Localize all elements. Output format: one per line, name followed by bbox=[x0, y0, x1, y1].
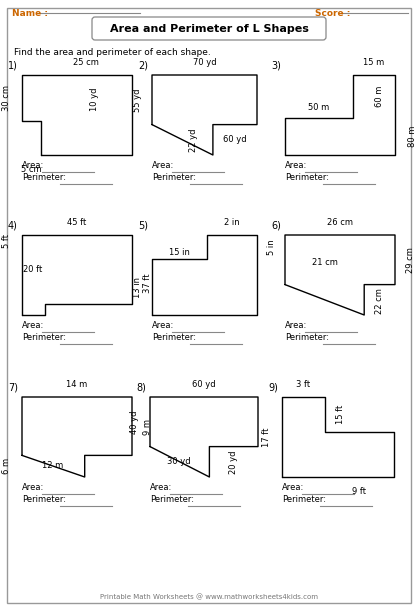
Text: 3): 3) bbox=[271, 61, 281, 71]
Text: 17 ft: 17 ft bbox=[262, 428, 271, 447]
Text: 55 yd: 55 yd bbox=[133, 88, 142, 112]
Text: Find the area and perimeter of each shape.: Find the area and perimeter of each shap… bbox=[14, 48, 211, 57]
Text: Perimeter:: Perimeter: bbox=[285, 173, 329, 182]
Text: 22 cm: 22 cm bbox=[375, 289, 384, 314]
Text: Area:: Area: bbox=[152, 161, 174, 170]
Text: 2 in: 2 in bbox=[224, 218, 240, 227]
Text: 6 m: 6 m bbox=[2, 458, 11, 474]
Text: 5 ft: 5 ft bbox=[2, 234, 11, 248]
Text: Area:: Area: bbox=[285, 321, 307, 330]
Text: 26 cm: 26 cm bbox=[327, 218, 353, 227]
Text: 60 yd: 60 yd bbox=[223, 135, 247, 145]
Text: Perimeter:: Perimeter: bbox=[282, 495, 326, 504]
Text: Area:: Area: bbox=[22, 483, 44, 492]
Text: 21 cm: 21 cm bbox=[312, 257, 338, 267]
Text: 15 ft: 15 ft bbox=[336, 405, 345, 424]
Text: 5): 5) bbox=[138, 221, 148, 231]
Text: 60 m: 60 m bbox=[375, 86, 384, 107]
Text: 6): 6) bbox=[271, 221, 281, 231]
Text: 25 cm: 25 cm bbox=[73, 58, 99, 67]
Text: Perimeter:: Perimeter: bbox=[285, 333, 329, 342]
Text: 20 yd: 20 yd bbox=[229, 450, 238, 473]
Text: 30 cm: 30 cm bbox=[2, 85, 11, 111]
Text: 9 ft: 9 ft bbox=[352, 487, 366, 495]
Text: 30 yd: 30 yd bbox=[167, 458, 191, 466]
Text: Perimeter:: Perimeter: bbox=[152, 333, 196, 342]
Text: 1): 1) bbox=[8, 61, 18, 71]
Text: 5 cm: 5 cm bbox=[21, 165, 42, 174]
Text: Printable Math Worksheets @ www.mathworksheets4kids.com: Printable Math Worksheets @ www.mathwork… bbox=[100, 594, 318, 600]
Text: 9 m: 9 m bbox=[143, 418, 152, 434]
Text: 12 m: 12 m bbox=[42, 461, 64, 470]
Text: Perimeter:: Perimeter: bbox=[150, 495, 194, 504]
Text: 29 cm: 29 cm bbox=[406, 247, 415, 273]
Text: 2): 2) bbox=[138, 61, 148, 71]
Text: 70 yd: 70 yd bbox=[193, 58, 216, 67]
Text: Area and Perimeter of L Shapes: Area and Perimeter of L Shapes bbox=[110, 24, 308, 34]
Text: 50 m: 50 m bbox=[308, 103, 330, 112]
Text: Area:: Area: bbox=[282, 483, 304, 492]
Text: 22 yd: 22 yd bbox=[189, 128, 198, 151]
Text: 7): 7) bbox=[8, 383, 18, 393]
Text: Perimeter:: Perimeter: bbox=[22, 173, 66, 182]
Text: 10 yd: 10 yd bbox=[90, 87, 99, 111]
Text: 80 m: 80 m bbox=[408, 126, 417, 147]
Text: 3 ft: 3 ft bbox=[296, 380, 310, 389]
Text: Perimeter:: Perimeter: bbox=[152, 173, 196, 182]
Text: 13 in: 13 in bbox=[133, 276, 142, 298]
Text: Name :: Name : bbox=[12, 9, 48, 18]
FancyBboxPatch shape bbox=[92, 17, 326, 40]
Text: 40 yd: 40 yd bbox=[130, 410, 139, 434]
Text: Area:: Area: bbox=[152, 321, 174, 330]
Text: Area:: Area: bbox=[150, 483, 172, 492]
Text: 14 m: 14 m bbox=[66, 380, 88, 389]
Text: Area:: Area: bbox=[22, 321, 44, 330]
Text: 4): 4) bbox=[8, 221, 18, 231]
Text: 15 m: 15 m bbox=[364, 58, 385, 67]
Text: Perimeter:: Perimeter: bbox=[22, 333, 66, 342]
Text: 9): 9) bbox=[268, 383, 278, 393]
Text: 45 ft: 45 ft bbox=[67, 218, 87, 227]
Text: 15 in: 15 in bbox=[169, 248, 190, 257]
Text: Area:: Area: bbox=[22, 161, 44, 170]
Text: 60 yd: 60 yd bbox=[192, 380, 216, 389]
FancyBboxPatch shape bbox=[7, 8, 411, 603]
Text: Score :: Score : bbox=[315, 9, 350, 18]
Text: 8): 8) bbox=[136, 383, 146, 393]
Text: 37 ft: 37 ft bbox=[143, 273, 152, 293]
Text: Area:: Area: bbox=[285, 161, 307, 170]
Text: 20 ft: 20 ft bbox=[23, 265, 43, 274]
Text: Perimeter:: Perimeter: bbox=[22, 495, 66, 504]
Text: 5 in: 5 in bbox=[267, 239, 276, 255]
